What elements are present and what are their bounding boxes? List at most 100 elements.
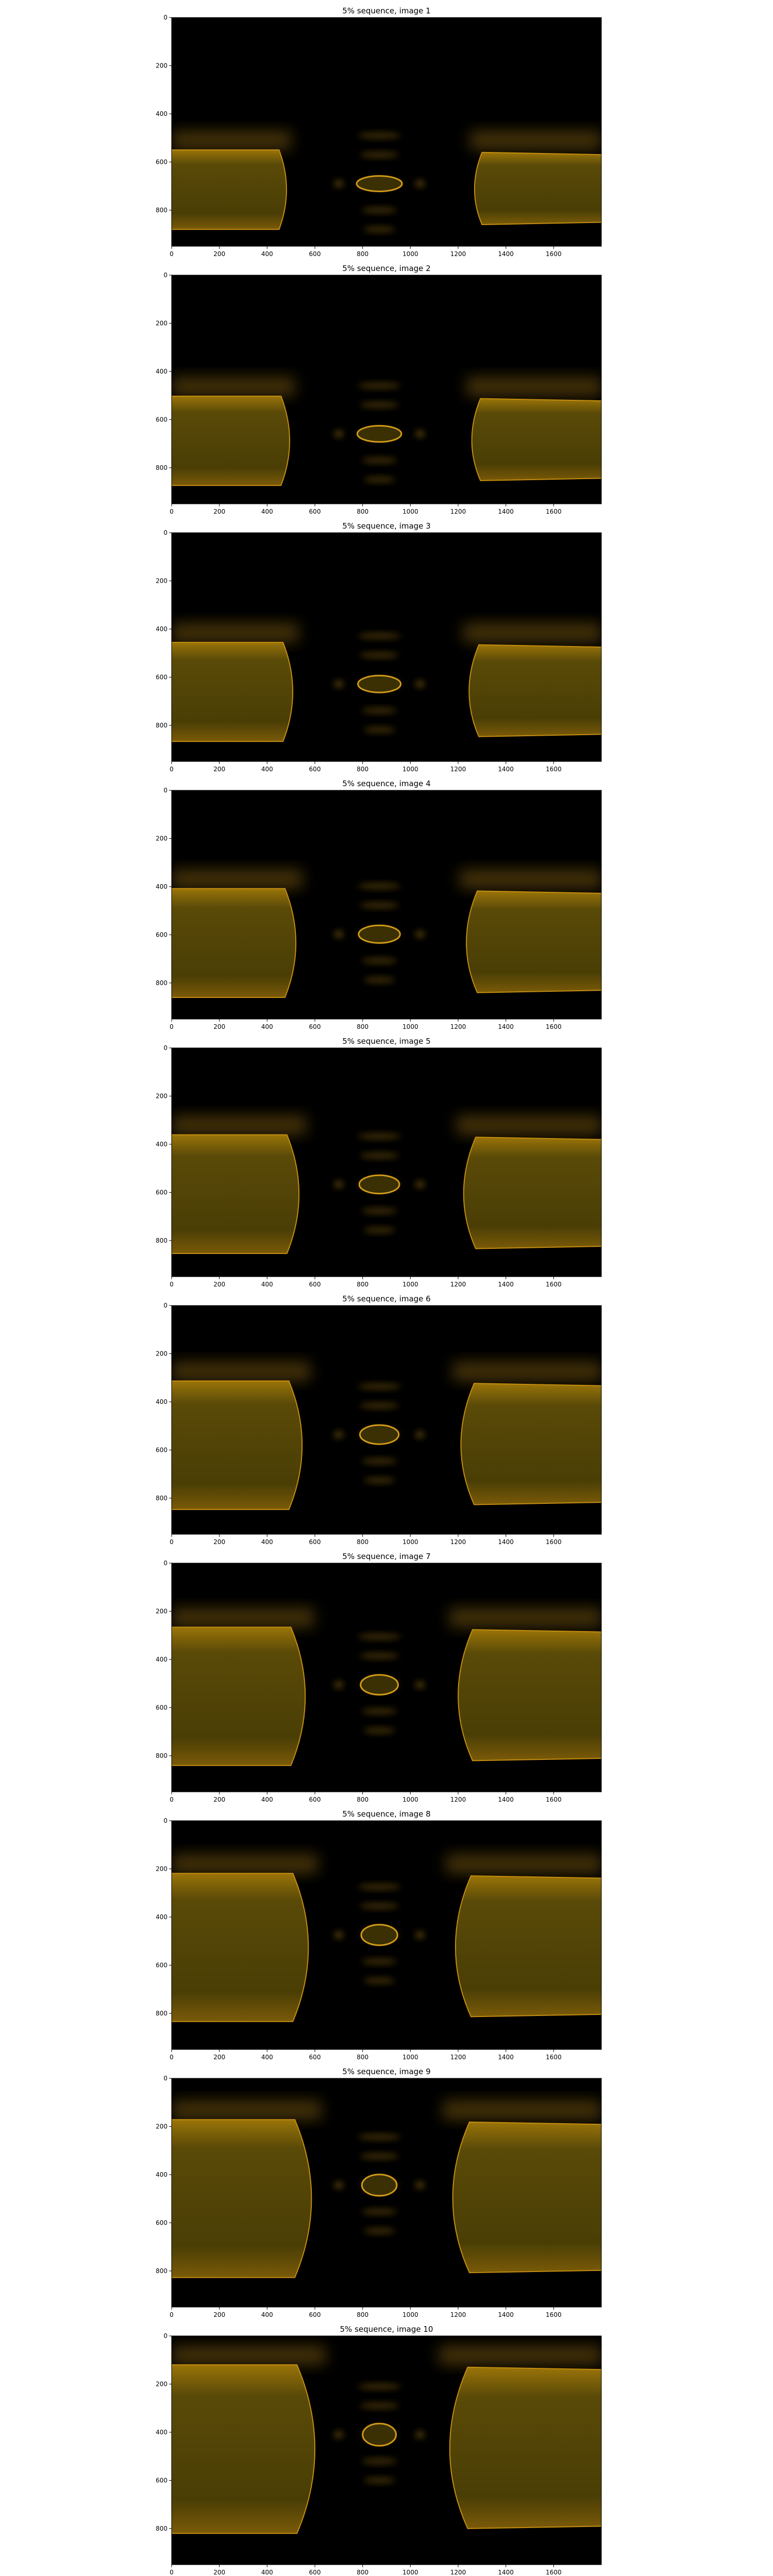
y-tick-label: 600 (156, 2477, 167, 2484)
right-droplet (471, 398, 601, 481)
x-tick-label: 600 (309, 766, 321, 773)
side-spot (415, 1180, 425, 1189)
panel-title: 5% sequence, image 5 (342, 1037, 430, 1046)
x-tick-label: 1600 (546, 2311, 562, 2318)
x-tick-label: 1400 (498, 1281, 514, 1288)
x-tick-label: 1400 (498, 2569, 514, 2576)
right-droplet (460, 1383, 601, 1505)
x-tick-label: 800 (357, 1796, 368, 1803)
y-tick-label: 400 (156, 110, 167, 117)
glow-band (172, 1115, 307, 1135)
x-tick-label: 1000 (402, 1281, 418, 1288)
glow-band (172, 2100, 322, 2120)
left-droplet (172, 1380, 303, 1510)
x-tick-label: 200 (213, 250, 225, 258)
x-tick-label: 0 (170, 1281, 174, 1288)
contact-ring (360, 1674, 399, 1696)
x-tick-label: 800 (357, 250, 368, 258)
panel-title: 5% sequence, image 3 (342, 521, 430, 531)
right-droplet (466, 890, 601, 993)
y-tick-label: 0 (163, 1817, 167, 1824)
left-droplet (172, 1873, 309, 2022)
x-tick-label: 1200 (450, 1796, 466, 1803)
side-spot (334, 930, 344, 938)
x-tick-label: 400 (261, 2311, 273, 2318)
side-spot (415, 180, 425, 188)
axes-frame (171, 1305, 602, 1535)
y-tick-label: 800 (156, 2267, 167, 2275)
axes-frame (171, 790, 602, 1020)
x-tick-label: 1000 (402, 250, 418, 258)
x-tick-label: 400 (261, 2569, 273, 2576)
x-tick-label: 1400 (498, 1796, 514, 1803)
side-spot (415, 680, 425, 688)
image-panel: 5% sequence, image 5 0 200 400 600 800 1000 120… (156, 1037, 602, 1288)
x-tick-label: 1000 (402, 2311, 418, 2318)
side-spot (334, 180, 344, 188)
y-tick-label: 0 (163, 1044, 167, 1052)
image-panel: 5% sequence, image 10 0 200 400 600 800 1000 12… (156, 2325, 602, 2576)
image-panel: 5% sequence, image 2 0 200 400 600 800 1000 120… (156, 264, 602, 515)
panel-title: 5% sequence, image 1 (342, 6, 430, 15)
y-tick-label: 800 (156, 979, 167, 987)
y-tick-label: 400 (156, 2429, 167, 2436)
x-tick-label: 600 (309, 1023, 321, 1030)
x-tick-label: 1200 (450, 2311, 466, 2318)
x-tick-label: 1000 (402, 766, 418, 773)
y-tick-label: 400 (156, 368, 167, 375)
side-spot (334, 1180, 344, 1189)
x-tick-label: 200 (213, 2054, 225, 2061)
right-droplet (468, 644, 601, 737)
axes-frame (171, 1563, 602, 1792)
y-tick-label: 400 (156, 1913, 167, 1921)
left-droplet (172, 1626, 306, 1766)
x-tick-label: 800 (357, 1538, 368, 1546)
fringe-band (358, 2383, 401, 2390)
left-droplet (172, 2119, 312, 2278)
x-tick-label: 1400 (498, 508, 514, 515)
fringe-band (363, 1477, 395, 1484)
x-tick-label: 200 (213, 2311, 225, 2318)
x-tick-label: 1600 (546, 766, 562, 773)
glow-band (443, 2100, 601, 2120)
image-content (172, 533, 601, 761)
x-tick-label: 200 (213, 1281, 225, 1288)
contact-ring (356, 425, 402, 443)
fringe-band (358, 2133, 401, 2141)
y-tick-label: 200 (156, 835, 167, 842)
y-tick-label: 800 (156, 207, 167, 214)
image-panel: 5% sequence, image 7 0 200 400 600 800 1000 120… (156, 1552, 602, 1803)
x-tick-label: 800 (357, 2311, 368, 2318)
x-tick-label: 0 (170, 766, 174, 773)
x-tick-label: 600 (309, 2569, 321, 2576)
axes-frame (171, 17, 602, 247)
x-tick-label: 0 (170, 1796, 174, 1803)
right-droplet (452, 2121, 601, 2274)
x-tick-label: 1600 (546, 1538, 562, 1546)
glow-band (466, 377, 601, 396)
x-tick-label: 1200 (450, 2054, 466, 2061)
fringe-band (360, 1402, 399, 1409)
image-panel: 5% sequence, image 6 0 200 400 600 800 1000 120… (156, 1294, 602, 1546)
x-tick-label: 1200 (450, 766, 466, 773)
contact-ring (359, 1424, 400, 1445)
x-tick-label: 400 (261, 1796, 273, 1803)
fringe-band (360, 652, 399, 659)
fringe-band (361, 1958, 397, 1965)
x-tick-label: 800 (357, 1281, 368, 1288)
fringe-band (363, 226, 395, 233)
fringe-band (360, 2402, 399, 2410)
y-tick-label: 600 (156, 1446, 167, 1453)
x-tick-label: 1000 (402, 1023, 418, 1030)
x-tick-label: 0 (170, 250, 174, 258)
fringe-band (363, 726, 395, 734)
image-panel: 5% sequence, image 9 0 200 400 600 800 1000 120… (156, 2067, 602, 2318)
x-tick-label: 1600 (546, 250, 562, 258)
y-tick-label: 800 (156, 1495, 167, 1502)
side-spot (334, 680, 344, 688)
y-tick-label: 800 (156, 2525, 167, 2532)
x-tick-label: 200 (213, 1538, 225, 1546)
y-tick-label: 800 (156, 2010, 167, 2017)
left-droplet (172, 395, 291, 486)
